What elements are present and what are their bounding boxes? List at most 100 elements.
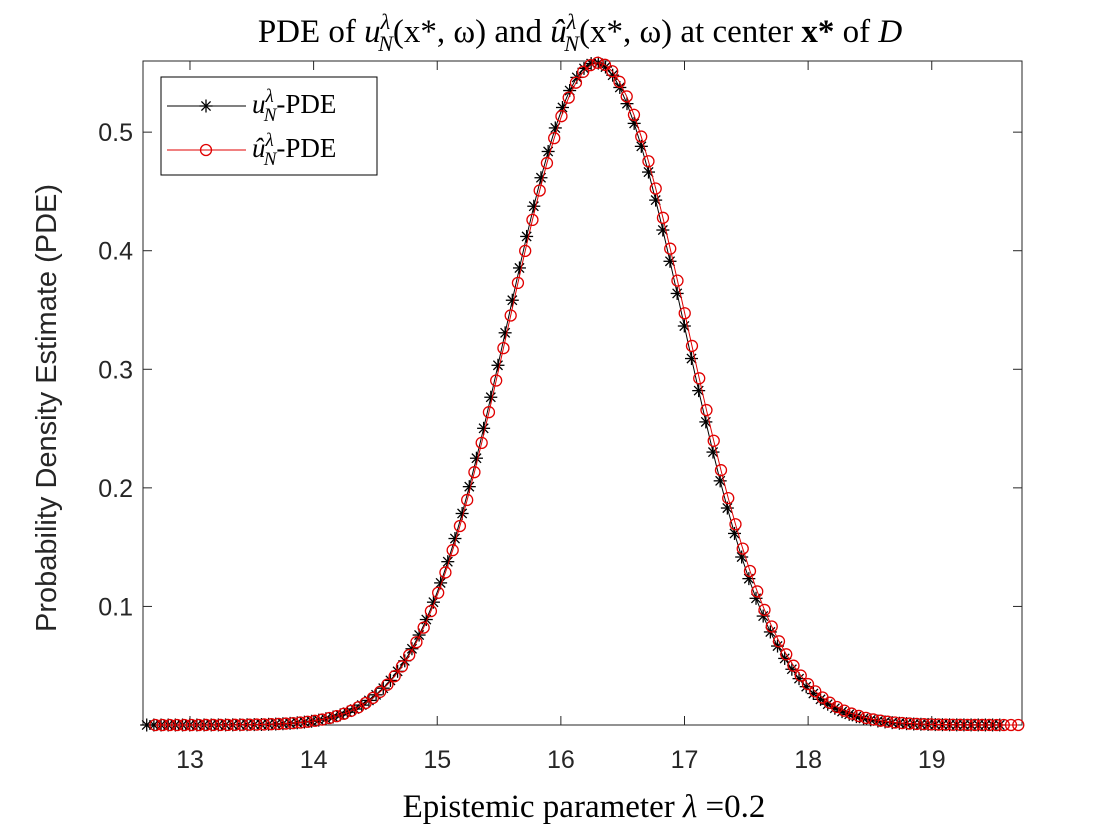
- circle-marker: [519, 244, 532, 258]
- legend: uλ N-PDE ûλ N-PDE: [160, 76, 378, 176]
- circle-marker: [809, 685, 822, 698]
- circle-marker: [243, 718, 256, 731]
- asterisk-marker: [527, 199, 541, 213]
- legend-entry-u: uλ N-PDE: [167, 86, 336, 126]
- circle-marker: [649, 182, 662, 195]
- circle-marker: [954, 718, 967, 731]
- circle-marker: [707, 434, 720, 447]
- circle-marker: [170, 718, 184, 732]
- x-axis-ticks: 13 14 15 16 17 18 19: [176, 61, 946, 774]
- circle-marker: [410, 636, 423, 649]
- x-tick-label: 16: [547, 746, 575, 774]
- circle-marker: [315, 713, 329, 726]
- y-axis-label: Probability Density Estimate (PDE): [31, 184, 63, 632]
- chart-title: PDE of uλ N(x*, ω) and ûλ N(x*, ω) at cent…: [258, 9, 903, 56]
- circle-marker: [729, 518, 742, 531]
- circle-marker: [627, 108, 641, 121]
- legend-label-u: uλ N-PDE: [252, 86, 336, 126]
- circle-marker: [475, 436, 488, 449]
- circle-marker: [468, 466, 481, 479]
- circle-marker: [352, 701, 365, 714]
- axes-box: [142, 60, 1023, 726]
- circle-marker: [642, 155, 655, 168]
- circle-marker: [279, 717, 293, 730]
- asterisk-marker: [742, 572, 756, 586]
- x-tick-label: 19: [918, 746, 946, 774]
- asterisk-marker: [462, 480, 476, 494]
- series-u-hat-pde: [149, 56, 1025, 732]
- circle-marker: [330, 709, 343, 723]
- circle-marker: [881, 715, 894, 728]
- asterisk-marker: [677, 319, 691, 333]
- plot-area: [142, 60, 1023, 726]
- circle-marker: [1004, 718, 1018, 732]
- circle-marker: [199, 143, 213, 157]
- circle-marker: [504, 309, 517, 322]
- circle-marker: [932, 718, 945, 731]
- asterisk-marker: [477, 421, 491, 435]
- asterisk-marker: [785, 662, 799, 676]
- circle-marker: [751, 585, 764, 598]
- circle-marker: [446, 544, 459, 557]
- circle-marker: [461, 493, 474, 507]
- asterisk-marker: [735, 550, 749, 564]
- asterisk-marker: [512, 261, 526, 275]
- circle-marker: [417, 621, 430, 634]
- circle-marker: [265, 718, 278, 731]
- circle-marker: [606, 65, 619, 78]
- circle-marker: [693, 372, 706, 385]
- circle-marker: [374, 685, 387, 698]
- circle-marker: [482, 406, 496, 419]
- circle-marker: [403, 648, 416, 662]
- circle-marker: [453, 519, 467, 533]
- circle-marker: [961, 718, 974, 732]
- asterisk-marker: [498, 326, 512, 340]
- circle-marker: [678, 307, 691, 320]
- circle-marker: [983, 718, 996, 732]
- circle-marker: [743, 564, 757, 578]
- legend-marker-asterisk-icon: [199, 99, 213, 113]
- circle-marker: [801, 677, 815, 691]
- asterisk-marker: [541, 144, 555, 158]
- circle-marker: [533, 184, 546, 197]
- circle-marker: [156, 718, 169, 732]
- circle-marker: [736, 542, 749, 555]
- circle-marker: [178, 718, 191, 732]
- circle-marker: [577, 65, 590, 78]
- series-layer: [140, 56, 1025, 732]
- x-tick-label: 13: [176, 746, 204, 774]
- circle-marker: [823, 696, 836, 709]
- circle-marker: [272, 717, 285, 731]
- circle-marker: [758, 603, 771, 617]
- asterisk-marker: [484, 390, 498, 404]
- asterisk-marker: [670, 286, 684, 300]
- circle-marker: [257, 718, 271, 731]
- circle-marker: [925, 718, 938, 731]
- circle-marker: [852, 709, 865, 723]
- y-tick-label: 0.2: [98, 475, 133, 503]
- circle-marker: [149, 718, 162, 732]
- circle-marker: [656, 211, 670, 224]
- circle-marker: [714, 464, 728, 477]
- circle-marker: [975, 718, 989, 732]
- circle-marker: [598, 58, 612, 71]
- asterisk-marker: [656, 223, 670, 237]
- asterisk-marker: [627, 116, 641, 130]
- circle-marker: [395, 660, 409, 673]
- circle-marker: [236, 718, 249, 731]
- circle-marker: [685, 339, 699, 353]
- circle-marker: [548, 132, 561, 145]
- y-tick-label: 0.3: [98, 356, 133, 384]
- x-tick-label: 17: [671, 746, 699, 774]
- circle-marker: [613, 75, 626, 88]
- circle-marker: [214, 718, 227, 732]
- legend-marker-circle-icon: [199, 143, 213, 157]
- circle-marker: [1012, 718, 1025, 732]
- circle-marker: [772, 635, 786, 648]
- y-tick-label: 0.1: [98, 593, 133, 621]
- asterisk-marker: [663, 254, 677, 268]
- circle-marker: [867, 713, 880, 726]
- circle-marker: [722, 491, 735, 505]
- circle-marker: [845, 707, 858, 720]
